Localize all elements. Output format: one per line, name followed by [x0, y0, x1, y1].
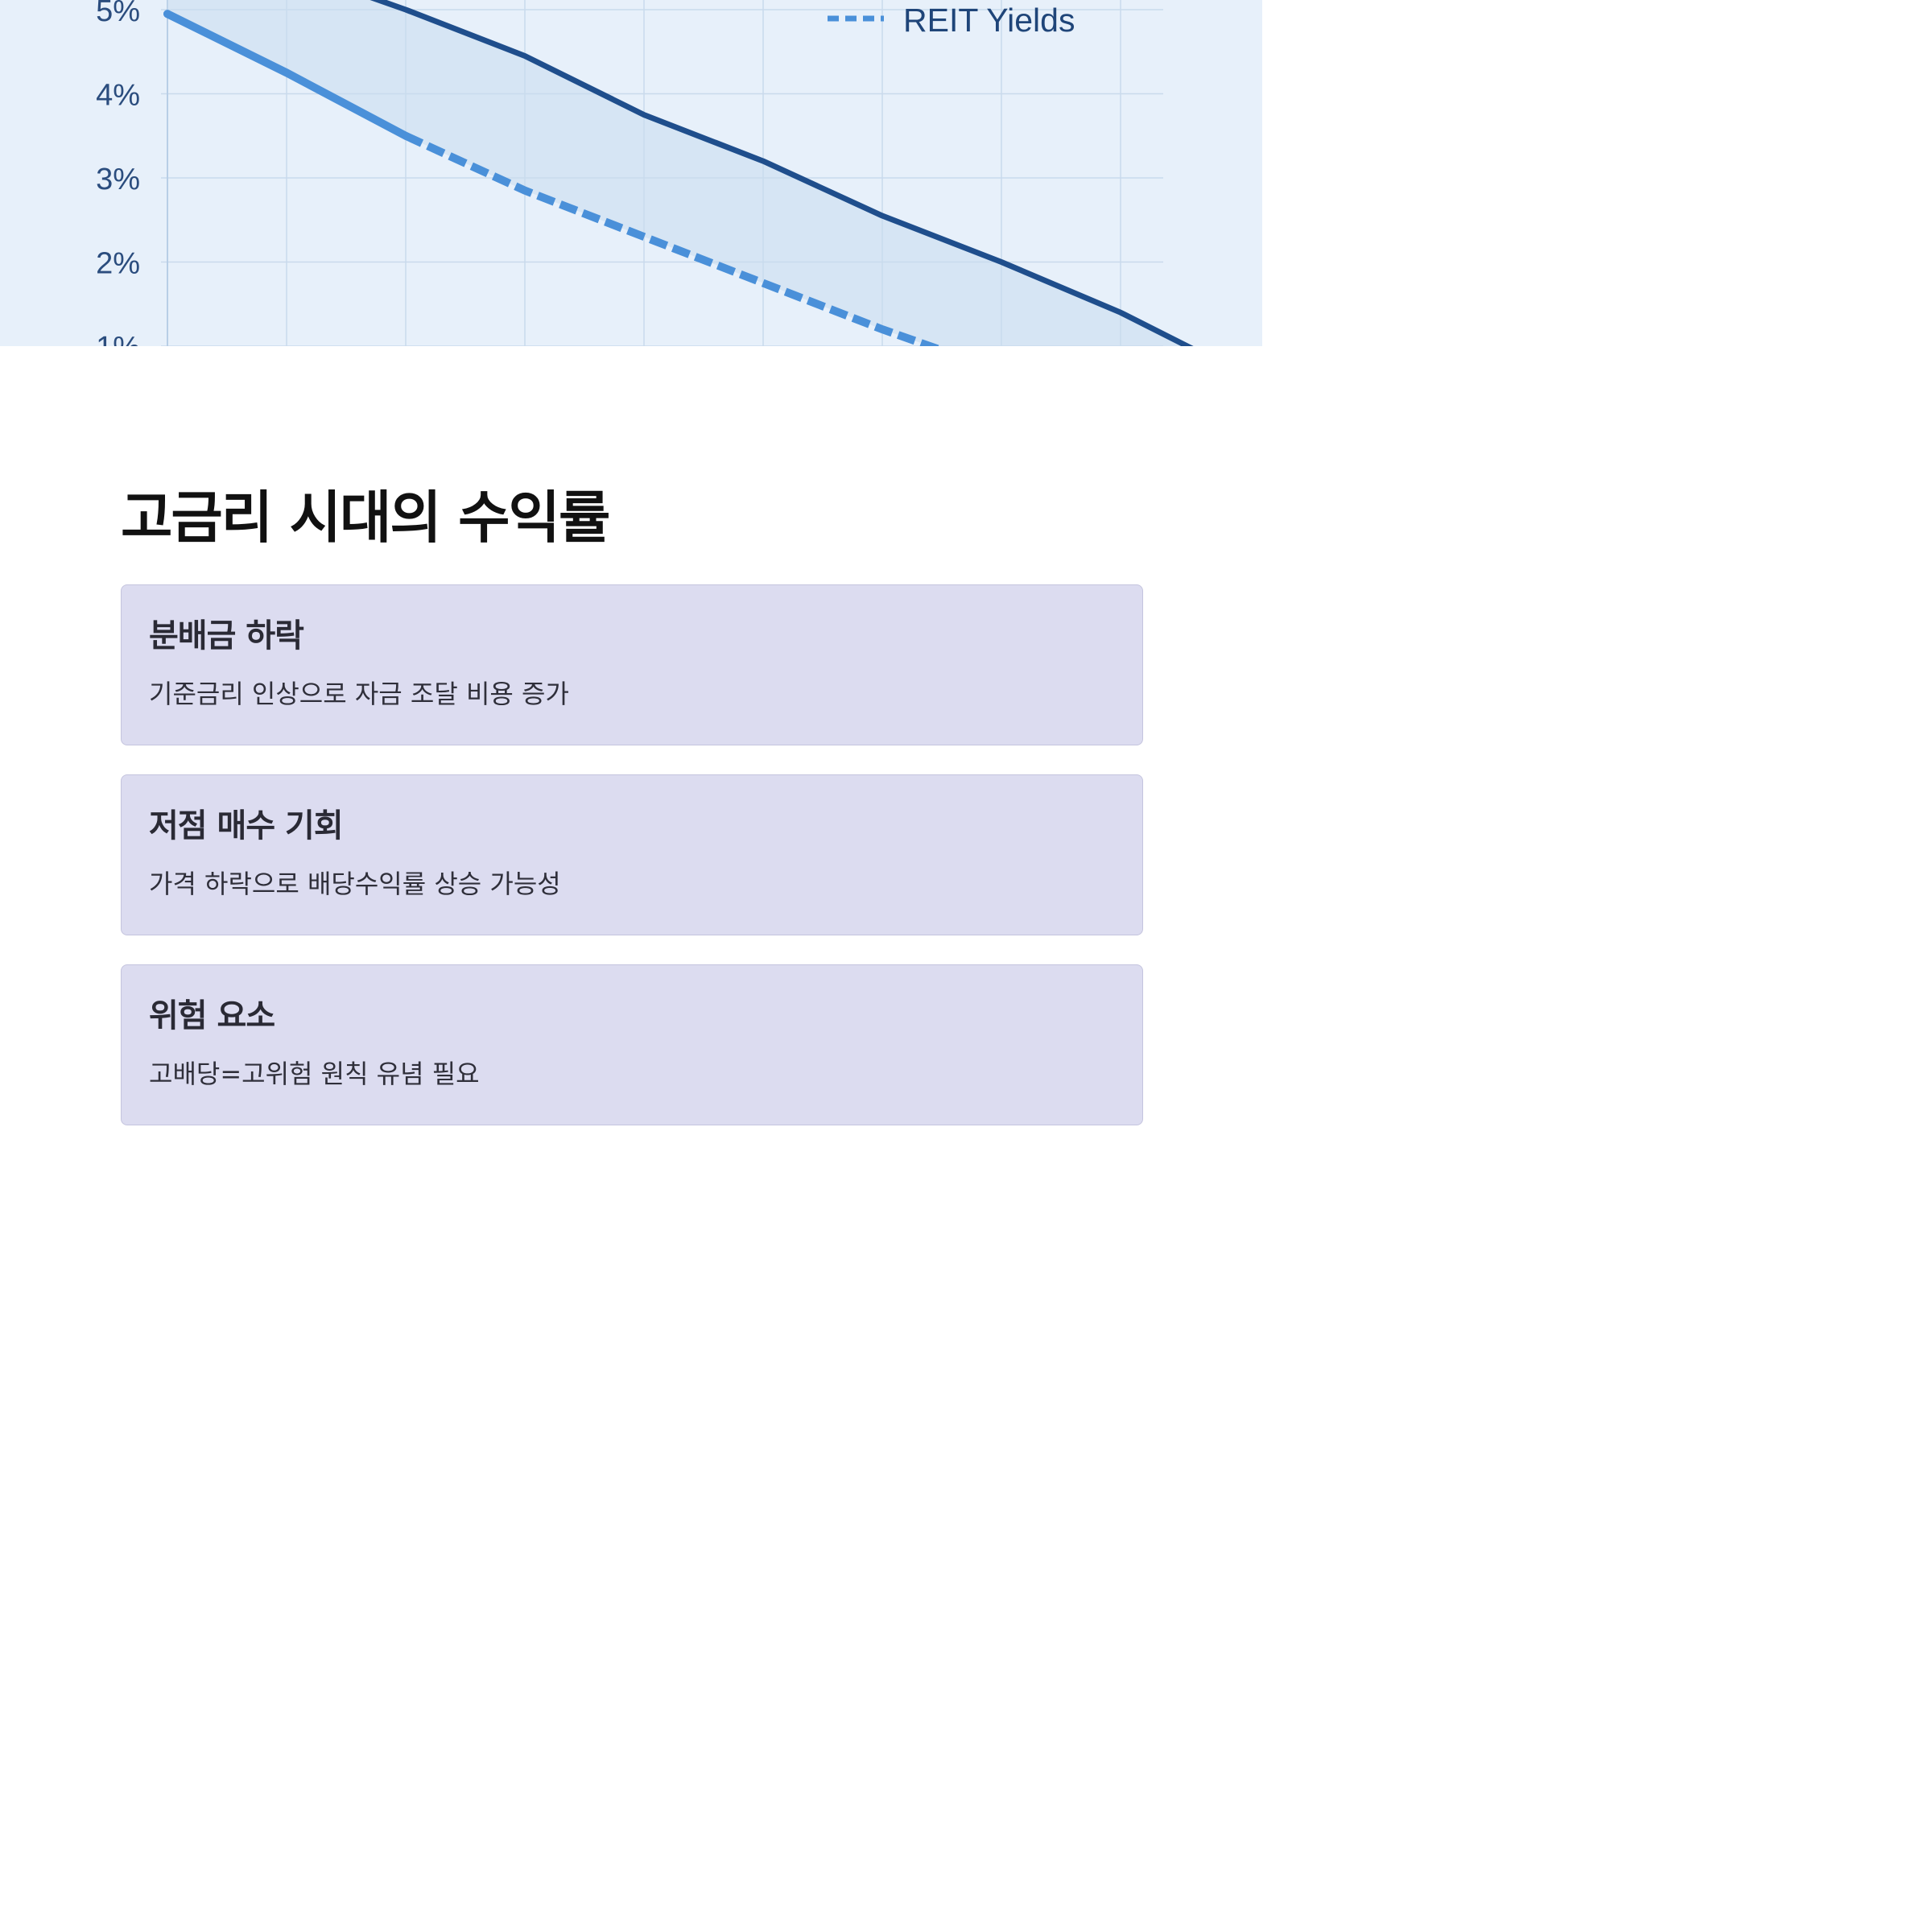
chart-series: [163, 0, 1194, 346]
y-tick-label: 1%: [96, 331, 140, 346]
card-description: 가격 하락으로 배당수익률 상승 가능성: [149, 869, 561, 899]
card-description: 고배당=고위험 원칙 유념 필요: [149, 1059, 480, 1089]
legend-label-reit-yields: REIT Yields: [903, 2, 1075, 39]
yield-chart-svg: 5% 4% 3% 2% 1% REIT Yields: [96, 0, 1194, 346]
card-description: 기준금리 인상으로 자금 조달 비용 증가: [149, 679, 569, 709]
series-line-dark: [369, 0, 1194, 346]
y-axis-ticks: 5% 4% 3% 2% 1%: [96, 0, 140, 346]
y-tick-label: 5%: [96, 0, 140, 28]
y-tick-label: 4%: [96, 79, 140, 113]
series-start-point: [163, 10, 171, 19]
series-line-reit-yields-dashed: [403, 132, 943, 346]
page-title: 고금리 시대의 수익률: [121, 485, 610, 551]
series-line-reit-yields-solid: [163, 10, 410, 140]
yield-chart: 5% 4% 3% 2% 1% REIT Yields: [0, 0, 1262, 346]
card-risk-factors: 위험 요소 고배당=고위험 원칙 유념 필요: [121, 964, 1143, 1125]
y-tick-label: 3%: [96, 163, 140, 196]
card-title: 분배금 하락: [149, 617, 304, 654]
chart-band: [167, 0, 1187, 346]
card-buy-opportunity: 저점 매수 기회 가격 하락으로 배당수익률 상승 가능성: [121, 774, 1143, 935]
card-list: 분배금 하락 기준금리 인상으로 자금 조달 비용 증가 저점 매수 기회 가격…: [121, 584, 1143, 1125]
card-distribution-decline: 분배금 하락 기준금리 인상으로 자금 조달 비용 증가: [121, 584, 1143, 745]
card-title: 위험 요소: [149, 997, 275, 1034]
card-title: 저점 매수 기회: [149, 807, 344, 844]
main-content: 고금리 시대의 수익률 분배금 하락 기준금리 인상으로 자금 조달 비용 증가…: [121, 483, 1143, 1154]
chart-legend: REIT Yields: [828, 2, 1075, 39]
series-gap-band: [167, 0, 1187, 346]
y-tick-label: 2%: [96, 247, 140, 281]
